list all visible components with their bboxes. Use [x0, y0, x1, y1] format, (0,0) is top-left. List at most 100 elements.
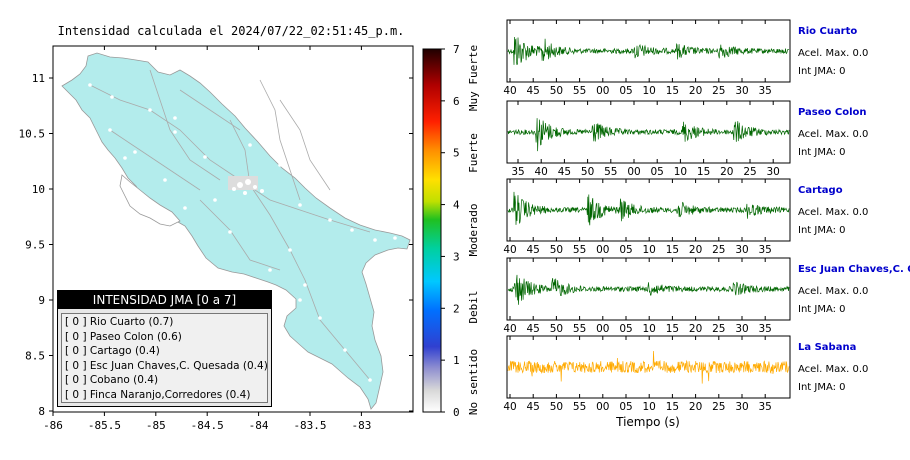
- time-tick-label: 35: [759, 244, 772, 256]
- station-panel: 40 45 50 55 00 05 10 15 20 25 30 35 La Sabana Acel. M…: [503, 335, 868, 413]
- map-y-tick-label: 10: [32, 183, 45, 196]
- town-dot: [228, 230, 232, 234]
- colorbar-category-label: No sentido: [467, 349, 480, 415]
- time-tick-label: 40: [503, 244, 516, 256]
- map-y-tick-label: 9: [38, 294, 45, 307]
- time-tick-label: 00: [596, 323, 609, 335]
- time-tick-label: 45: [558, 166, 571, 178]
- station-int-jma: Int JMA: 0: [798, 147, 846, 158]
- time-tick-label: 15: [666, 244, 679, 256]
- time-tick-label: 30: [767, 166, 780, 178]
- station-name: Cartago: [798, 185, 843, 196]
- town-dot: [368, 378, 372, 382]
- time-tick-label: 45: [527, 85, 540, 97]
- legend-item: [ 0 ] Esc Juan Chaves,C. Quesada (0.4): [65, 359, 268, 372]
- time-tick-label: 40: [503, 323, 516, 335]
- station-panel: 35 40 45 50 55 00 05 10 15 20 25 30 Paseo Colon Acel.…: [506, 100, 868, 178]
- map-x-tick-label: -84.5: [191, 419, 224, 432]
- colorbar-category-label: Muy Fuerte: [467, 45, 480, 111]
- time-tick-label: 20: [720, 166, 733, 178]
- legend-item: [ 0 ] Cartago (0.4): [65, 345, 160, 357]
- town-dot: [213, 198, 217, 202]
- time-tick-label: 25: [743, 166, 756, 178]
- time-tick-label: 10: [643, 85, 656, 97]
- town-dot: [298, 298, 302, 302]
- town-dot: [203, 155, 207, 159]
- town-dot: [393, 236, 397, 240]
- map-x-tick-label: -85: [146, 419, 166, 432]
- map-y-tick-label: 8.5: [25, 350, 45, 363]
- waveform-trace: [507, 191, 790, 226]
- station-panels: 40 45 50 55 00 05 10 15 20 25 30 35 Rio Cuarto Acel. …: [503, 19, 910, 413]
- colorbar-tick-label: 4: [453, 199, 460, 212]
- time-tick-label: 10: [674, 166, 687, 178]
- map-y-tick-label: 9.5: [25, 239, 45, 252]
- colorbar-category-label: Debil: [467, 290, 480, 323]
- time-tick-label: 40: [503, 401, 516, 413]
- map-x-tick-label: -83.5: [293, 419, 326, 432]
- waveform-trace: [507, 36, 790, 66]
- time-tick-label: 25: [712, 323, 725, 335]
- map-x-axis: -86 -85.5 -85 -84.5 -84 -83.5 -83: [43, 46, 371, 432]
- town-dot: [110, 95, 114, 99]
- map-x-tick-label: -86: [43, 419, 63, 432]
- nicoya-gulf: [119, 174, 181, 227]
- legend-item: [ 0 ] Rio Cuarto (0.7): [65, 316, 174, 328]
- time-tick-label: 00: [596, 401, 609, 413]
- time-axis-label: Tiempo (s): [615, 415, 680, 429]
- map-x-tick-label: -83: [351, 419, 371, 432]
- map-y-tick-label: 11: [32, 72, 45, 85]
- map-x-tick-label: -84: [249, 419, 269, 432]
- time-tick-label: 05: [619, 244, 632, 256]
- station-int-jma: Int JMA: 0: [798, 382, 846, 393]
- time-tick-label: 35: [759, 401, 772, 413]
- station-acel-max: Acel. Max. 0.0: [798, 129, 868, 140]
- time-tick-label: 50: [550, 85, 563, 97]
- legend-list: [ 0 ] Rio Cuarto (0.7) [ 0 ] Paseo Colon …: [61, 313, 268, 403]
- time-tick-label: 20: [689, 323, 702, 335]
- time-tick-label: 35: [759, 323, 772, 335]
- time-tick-label: 45: [527, 401, 540, 413]
- colorbar-tick-label: 6: [453, 95, 460, 108]
- station-int-jma: Int JMA: 0: [798, 66, 846, 77]
- station-name: Paseo Colon: [798, 107, 867, 118]
- station-name: Esc Juan Chaves,C. Qu: [798, 264, 910, 275]
- map-x-tick-label: -85.5: [88, 419, 121, 432]
- colorbar-tick-label: 3: [453, 250, 460, 263]
- station-acel-max: Acel. Max. 0.0: [798, 48, 868, 59]
- time-tick-label: 05: [651, 166, 664, 178]
- time-tick-label: 00: [596, 244, 609, 256]
- time-tick-label: 55: [573, 85, 586, 97]
- time-tick-label: 55: [604, 166, 617, 178]
- station-int-jma: Int JMA: 0: [798, 304, 846, 315]
- legend-item: [ 0 ] Finca Naranjo,Corredores (0.4): [65, 388, 251, 401]
- time-tick-label: 55: [573, 244, 586, 256]
- time-tick-label: 10: [643, 401, 656, 413]
- station-name: Rio Cuarto: [798, 26, 857, 37]
- waveform-trace: [507, 274, 790, 305]
- time-tick-label: 30: [735, 401, 748, 413]
- time-tick-label: 50: [550, 244, 563, 256]
- capital-cluster: [228, 176, 264, 195]
- town-dot: [248, 143, 252, 147]
- legend-item: [ 0 ] Paseo Colon (0.6): [65, 330, 182, 343]
- map-y-tick-label: 8: [38, 405, 45, 418]
- time-tick-label: 05: [619, 85, 632, 97]
- town-dot: [133, 150, 137, 154]
- colorbar: 0 1 2 3 4 5 6 7 No sentido Debil Moderado Fuerte Mu…: [422, 43, 480, 419]
- town-dot: [303, 283, 307, 287]
- town-dot: [88, 83, 92, 87]
- time-tick-label: 20: [689, 401, 702, 413]
- time-tick-label: 45: [527, 323, 540, 335]
- waveform-trace: [507, 350, 790, 384]
- costa-rica-land: [61, 52, 411, 410]
- time-tick-label: 10: [643, 244, 656, 256]
- time-tick-label: 30: [735, 85, 748, 97]
- town-dot: [278, 163, 282, 167]
- time-tick-label: 10: [643, 323, 656, 335]
- legend-title: INTENSIDAD JMA [0 a 7]: [58, 291, 271, 309]
- page-title: Intensidad calculada el 2024/07/22_02:51…: [58, 24, 405, 38]
- time-tick-label: 15: [666, 401, 679, 413]
- town-dot: [298, 203, 302, 207]
